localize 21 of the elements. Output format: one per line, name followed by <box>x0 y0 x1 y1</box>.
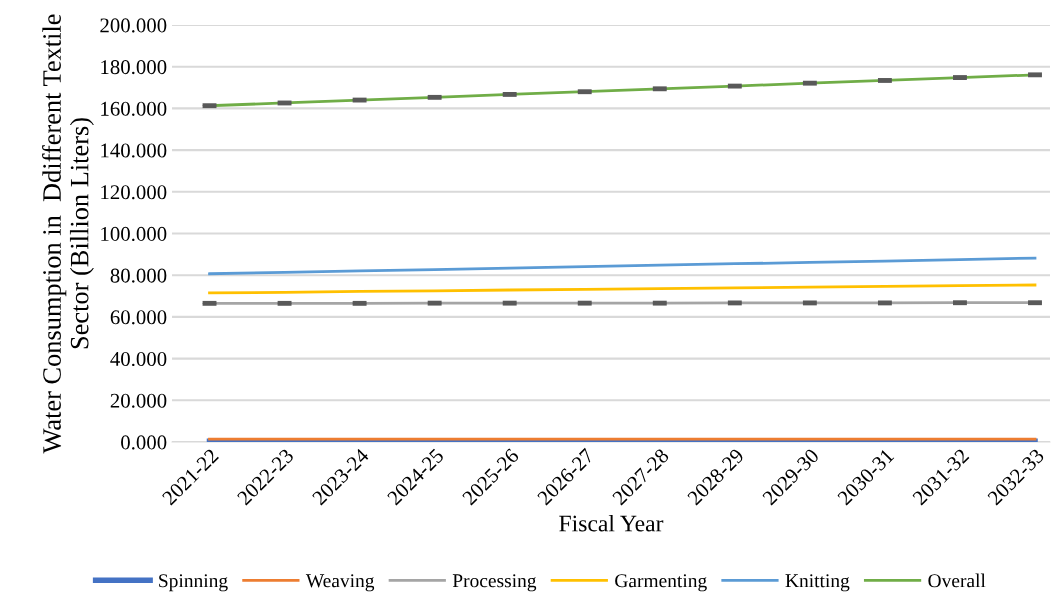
y-tick-label: 80.000 <box>110 268 167 283</box>
y-tick-label: 200.000 <box>100 18 167 33</box>
line-series <box>208 283 1037 295</box>
y-tick-label: 160.000 <box>101 101 167 116</box>
y-tick-label: 0.000 <box>121 435 167 450</box>
y-tick-label: 60.000 <box>110 310 167 325</box>
legend-label: Garmenting <box>615 574 707 592</box>
x-axis-title: Fiscal Year <box>559 514 664 532</box>
y-tick-label: 120.000 <box>101 185 167 200</box>
legend-label: Processing <box>452 574 537 592</box>
y-tick-label: 40.000 <box>110 351 167 367</box>
y-tick-label: 20.000 <box>110 393 167 408</box>
line-series <box>208 256 1037 276</box>
legend-label: Weaving <box>305 574 375 592</box>
y-tick-label: 140.000 <box>101 143 167 158</box>
legend-label: Overall <box>928 573 986 588</box>
y-axis-title: Water Consumption in Ddifferent Textile Sector (Billion Liters) <box>42 14 94 454</box>
y-tick-label: 180.000 <box>101 60 167 75</box>
y-tick-label: 100.000 <box>101 226 167 242</box>
legend-label: Spinning <box>159 574 228 592</box>
legend-label: Knitting <box>785 574 850 592</box>
